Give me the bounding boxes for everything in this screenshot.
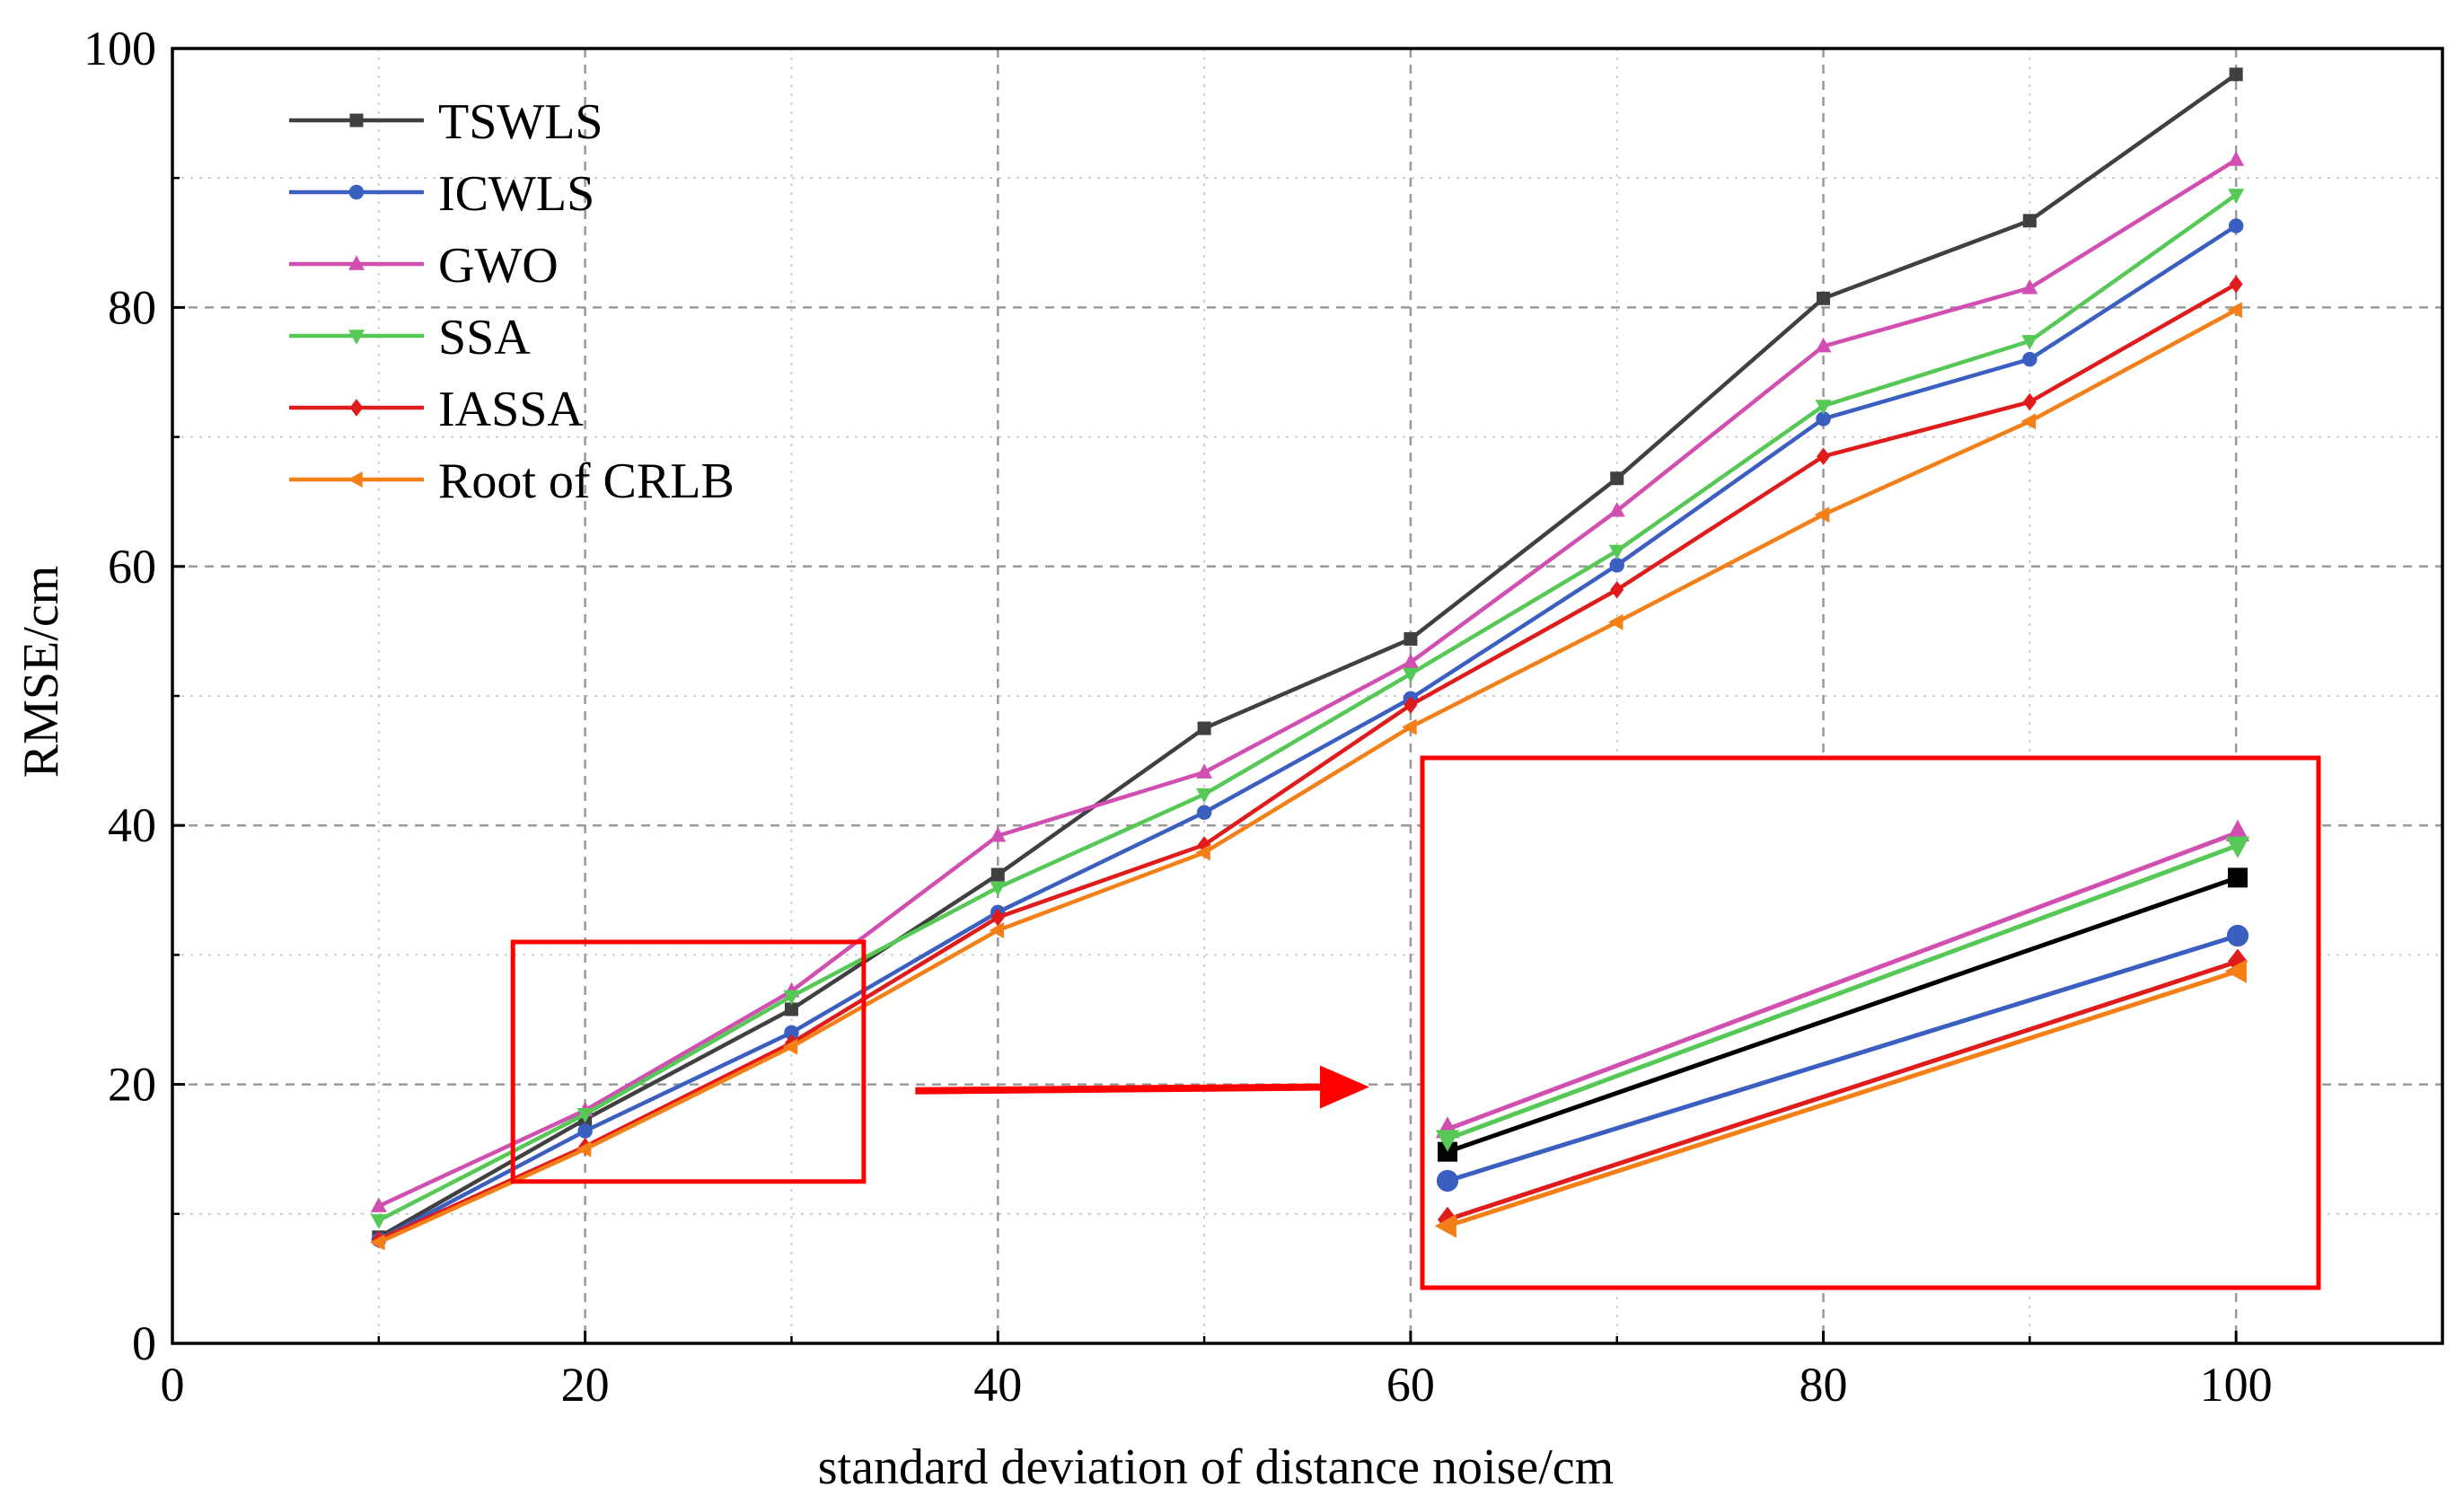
- data-point: [1816, 400, 1832, 415]
- inset-point: [2228, 867, 2248, 887]
- x-axis-title: standard deviation of distance noise/cm: [818, 1439, 1614, 1495]
- y-tick-label: 40: [108, 798, 156, 852]
- data-point: [2229, 218, 2244, 233]
- x-tick-label: 60: [1386, 1358, 1435, 1412]
- legend: TSWLS ICWLS GWO SSA IASSA Root of CRLB: [289, 94, 735, 509]
- legend-label: IASSA: [438, 382, 584, 437]
- data-point: [2230, 276, 2243, 294]
- y-tick-label: 100: [84, 22, 156, 75]
- inset-point: [2227, 925, 2248, 946]
- y-axis-title: RMSE/cm: [13, 566, 69, 778]
- data-point: [1404, 632, 1417, 646]
- x-tick-label: 40: [973, 1358, 1022, 1412]
- legend-item: ICWLS: [289, 166, 594, 222]
- data-point: [2230, 67, 2243, 81]
- legend-label: SSA: [438, 310, 531, 365]
- x-tick-label: 100: [2200, 1358, 2273, 1412]
- y-tick-label: 80: [108, 280, 156, 334]
- x-tick-label: 20: [561, 1358, 610, 1412]
- legend-swatch-marker: [348, 471, 363, 488]
- data-point: [1817, 292, 1830, 305]
- legend-swatch-marker: [350, 399, 364, 417]
- data-point: [371, 1214, 387, 1229]
- legend-item: TSWLS: [289, 94, 603, 150]
- zoom-annotation: [513, 942, 1369, 1182]
- data-point: [1817, 447, 1830, 464]
- data-point: [2023, 214, 2037, 227]
- legend-item: GWO: [289, 238, 559, 294]
- zoom-arrow-head: [1320, 1065, 1369, 1108]
- inset-plot: [1422, 758, 2319, 1288]
- legend-item: IASSA: [289, 382, 584, 437]
- x-tick-label: 80: [1800, 1358, 1848, 1412]
- line-chart: 0 20 40 60 80 100 0 20 40 60 80 100 TSWLS ICWLS GWO SS…: [0, 0, 2464, 1505]
- y-tick-label: 0: [132, 1316, 156, 1370]
- x-tick-label: 0: [161, 1358, 185, 1412]
- data-point: [2021, 413, 2037, 429]
- inset-box: [1422, 758, 2319, 1288]
- data-point: [991, 867, 1005, 881]
- data-point: [577, 1123, 593, 1139]
- data-point: [1610, 581, 1624, 599]
- data-point: [1198, 722, 1211, 735]
- data-point: [2228, 151, 2244, 166]
- legend-label: GWO: [438, 238, 559, 294]
- legend-swatch-marker: [349, 185, 365, 200]
- inset-point: [1437, 1170, 1458, 1192]
- legend-swatch-marker: [350, 114, 364, 128]
- data-point: [1609, 558, 1624, 573]
- legend-item: Root of CRLB: [289, 453, 735, 509]
- legend-label: Root of CRLB: [438, 453, 735, 509]
- y-tick-label: 20: [108, 1058, 156, 1112]
- data-point: [1197, 805, 1212, 821]
- data-point: [1610, 471, 1624, 485]
- legend-item: SSA: [289, 310, 531, 365]
- zoom-arrow-shaft: [915, 1087, 1324, 1090]
- data-point: [2228, 189, 2244, 204]
- data-point: [2022, 352, 2037, 367]
- y-tick-label: 60: [108, 540, 156, 594]
- data-point: [1608, 614, 1624, 630]
- legend-label: ICWLS: [438, 166, 594, 222]
- data-point: [2023, 393, 2037, 411]
- legend-label: TSWLS: [438, 94, 603, 150]
